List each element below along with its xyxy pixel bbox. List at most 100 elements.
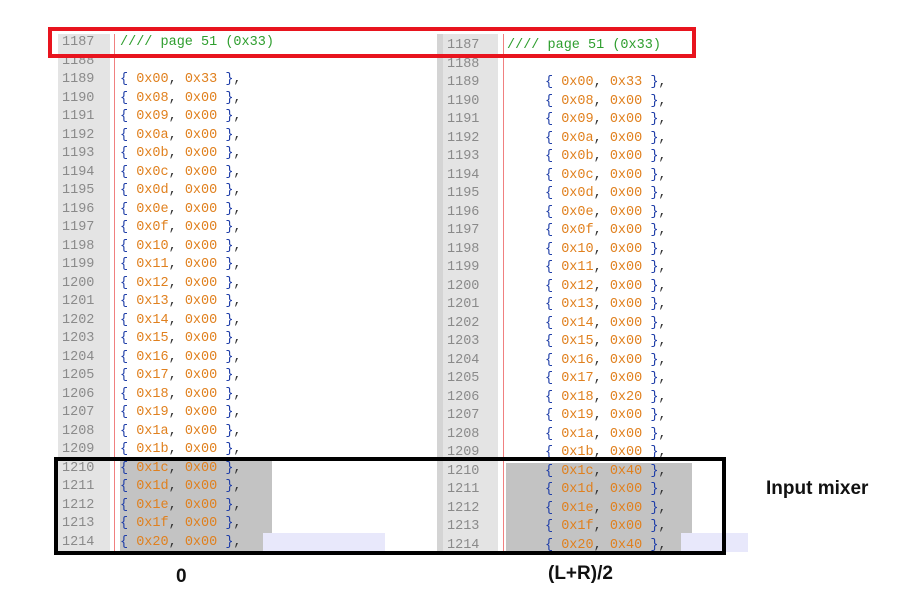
code-line[interactable]: 1209 { 0x1b, 0x00 }, bbox=[58, 441, 388, 460]
comma: , bbox=[593, 241, 610, 257]
code-line[interactable]: 1212 { 0x1e, 0x00 }, bbox=[58, 496, 388, 515]
code-line[interactable]: 1203 { 0x15, 0x00 }, bbox=[437, 333, 753, 352]
code-line[interactable]: 1209 { 0x1b, 0x00 }, bbox=[437, 444, 753, 463]
register-value: 0x00 bbox=[184, 442, 218, 457]
right-editor-pane[interactable]: 1187 //// page 51 (0x33) 1188 1189 { 0x00, 0… bbox=[437, 34, 753, 552]
code-line[interactable]: 1208 { 0x1a, 0x00 }, bbox=[58, 423, 388, 442]
close-brace: } bbox=[217, 442, 234, 457]
code-line[interactable]: 1191 { 0x09, 0x00 }, bbox=[58, 108, 388, 127]
code-line[interactable]: 1212 { 0x1e, 0x00 }, bbox=[437, 499, 753, 518]
code-line[interactable]: 1202 { 0x14, 0x00 }, bbox=[58, 312, 388, 331]
code-line[interactable]: 1191 { 0x09, 0x00 }, bbox=[437, 111, 753, 130]
code-line[interactable]: 1199 { 0x11, 0x00 }, bbox=[58, 256, 388, 275]
code-line[interactable]: 1208 { 0x1a, 0x00 }, bbox=[437, 426, 753, 445]
comma: , bbox=[168, 349, 185, 365]
page-header-highlight-box bbox=[48, 27, 696, 58]
register-value: 0x20 bbox=[609, 389, 643, 405]
comma: , bbox=[658, 223, 667, 238]
line-number: 1193 bbox=[447, 149, 480, 164]
code-line[interactable]: 1187 //// page 51 (0x33) bbox=[58, 34, 388, 53]
code-line[interactable]: 1190 { 0x08, 0x00 }, bbox=[58, 90, 388, 109]
close-brace: } bbox=[217, 146, 234, 161]
code-line[interactable]: 1198 { 0x10, 0x00 }, bbox=[437, 241, 753, 260]
code-line[interactable]: 1200 { 0x12, 0x00 }, bbox=[58, 275, 388, 294]
code-line[interactable]: 1207 { 0x19, 0x00 }, bbox=[437, 407, 753, 426]
comma: , bbox=[233, 238, 242, 254]
code-line[interactable]: 1196 { 0x0e, 0x00 }, bbox=[58, 201, 388, 220]
left-editor-pane[interactable]: 1187//// page 51 (0x33) 1188 1189{ 0x00, 0… bbox=[58, 34, 388, 552]
code-text: { 0x1d, 0x00 }, bbox=[120, 478, 242, 497]
comma: , bbox=[593, 500, 610, 516]
close-brace: } bbox=[217, 331, 234, 346]
code-line[interactable]: 1210 { 0x1c, 0x00 }, bbox=[58, 459, 388, 478]
code-line[interactable]: 1190 { 0x08, 0x00 }, bbox=[437, 93, 753, 112]
code-line[interactable]: 1187 //// page 51 (0x33) bbox=[437, 37, 753, 56]
register-value: 0x00 bbox=[609, 426, 643, 442]
comma: , bbox=[658, 130, 667, 146]
comma: , bbox=[233, 220, 242, 235]
code-line[interactable]: 1205 { 0x17, 0x00 }, bbox=[58, 367, 388, 386]
register-value: 0x00 bbox=[184, 238, 218, 254]
code-line[interactable]: 1194 { 0x0c, 0x00 }, bbox=[437, 167, 753, 186]
open-brace: { bbox=[545, 408, 562, 423]
code-line[interactable]: 1213 { 0x1f, 0x00 }, bbox=[437, 518, 753, 537]
code-text: { 0x1c, 0x40 }, bbox=[545, 463, 667, 482]
code-line[interactable]: 1211 { 0x1d, 0x00 }, bbox=[58, 478, 388, 497]
code-line[interactable]: 1210 { 0x1c, 0x40 }, bbox=[437, 462, 753, 482]
line-number: 1196 bbox=[62, 201, 95, 217]
close-brace: } bbox=[642, 93, 659, 109]
code-text: { 0x11, 0x00 }, bbox=[545, 259, 667, 278]
code-line[interactable]: 1193 { 0x0b, 0x00 }, bbox=[58, 145, 388, 164]
code-line[interactable]: 1189 { 0x00, 0x33 }, bbox=[58, 71, 388, 90]
code-line[interactable]: 1214 { 0x20, 0x40 }, bbox=[437, 536, 753, 553]
comma: , bbox=[168, 294, 185, 309]
open-brace: { bbox=[120, 146, 137, 161]
right-line-number-gutter bbox=[443, 34, 498, 552]
line-number: 1213 bbox=[447, 519, 480, 534]
code-line[interactable]: 1197 { 0x0f, 0x00 }, bbox=[437, 222, 753, 241]
register-address: 0x11 bbox=[136, 257, 169, 272]
code-line[interactable]: 1194 { 0x0c, 0x00 }, bbox=[58, 164, 388, 183]
code-line[interactable]: 1211 { 0x1d, 0x00 }, bbox=[437, 481, 753, 500]
code-line[interactable]: 1214 { 0x20, 0x00 }, bbox=[58, 533, 388, 552]
code-text: { 0x00, 0x33 }, bbox=[120, 71, 242, 90]
code-line[interactable]: 1198 { 0x10, 0x00 }, bbox=[58, 238, 388, 257]
register-address: 0x19 bbox=[561, 408, 594, 423]
code-line[interactable]: 1202 { 0x14, 0x00 }, bbox=[437, 315, 753, 334]
open-brace: { bbox=[545, 278, 562, 294]
comma: , bbox=[658, 426, 667, 442]
code-line[interactable]: 1196 { 0x0e, 0x00 }, bbox=[437, 204, 753, 223]
comma: , bbox=[593, 537, 610, 553]
code-line[interactable]: 1193 { 0x0b, 0x00 }, bbox=[437, 148, 753, 167]
code-line[interactable]: 1188 bbox=[437, 56, 753, 75]
open-brace: { bbox=[120, 164, 137, 180]
comment-text: //// page 51 (0x33) bbox=[507, 38, 661, 53]
register-value: 0x00 bbox=[184, 201, 218, 217]
code-line[interactable]: 1195 { 0x0d, 0x00 }, bbox=[58, 182, 388, 201]
code-line[interactable]: 1201 { 0x13, 0x00 }, bbox=[437, 296, 753, 315]
register-value: 0x00 bbox=[184, 534, 218, 550]
code-line[interactable]: 1192 { 0x0a, 0x00 }, bbox=[437, 130, 753, 149]
code-text: { 0x0c, 0x00 }, bbox=[120, 164, 242, 183]
comma: , bbox=[168, 331, 185, 346]
close-brace: } bbox=[642, 463, 659, 479]
register-value: 0x00 bbox=[184, 349, 218, 365]
code-line[interactable]: 1201 { 0x13, 0x00 }, bbox=[58, 293, 388, 312]
code-line[interactable]: 1197 { 0x0f, 0x00 }, bbox=[58, 219, 388, 238]
code-line[interactable]: 1192 { 0x0a, 0x00 }, bbox=[58, 127, 388, 146]
code-line[interactable]: 1203 { 0x15, 0x00 }, bbox=[58, 330, 388, 349]
code-line[interactable]: 1204 { 0x16, 0x00 }, bbox=[437, 352, 753, 371]
code-line[interactable]: 1206 { 0x18, 0x00 }, bbox=[58, 386, 388, 405]
code-line[interactable]: 1213 { 0x1f, 0x00 }, bbox=[58, 515, 388, 534]
code-line[interactable]: 1195 { 0x0d, 0x00 }, bbox=[437, 185, 753, 204]
code-line[interactable]: 1207 { 0x19, 0x00 }, bbox=[58, 404, 388, 423]
right-splitter-bar[interactable] bbox=[437, 34, 443, 552]
code-line[interactable]: 1189 { 0x00, 0x33 }, bbox=[437, 74, 753, 93]
code-line[interactable]: 1206 { 0x18, 0x20 }, bbox=[437, 389, 753, 408]
code-line[interactable]: 1200 { 0x12, 0x00 }, bbox=[437, 278, 753, 297]
code-line[interactable]: 1199 { 0x11, 0x00 }, bbox=[437, 259, 753, 278]
comma: , bbox=[233, 90, 242, 106]
code-line[interactable]: 1204 { 0x16, 0x00 }, bbox=[58, 349, 388, 368]
code-line[interactable]: 1205 { 0x17, 0x00 }, bbox=[437, 370, 753, 389]
close-brace: } bbox=[217, 294, 234, 309]
